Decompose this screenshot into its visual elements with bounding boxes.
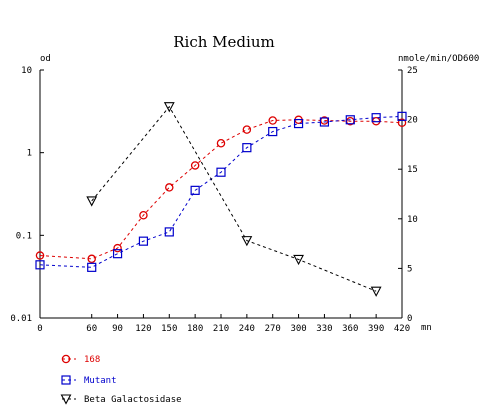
y-right-tick-label: 10 [407, 215, 418, 225]
data-point [86, 196, 98, 207]
series-line [39, 119, 403, 260]
y-right-ticks: 25 20 15 10 5 0 [398, 66, 418, 324]
data-point [87, 262, 97, 272]
legend-marker [61, 354, 71, 364]
legend-item: Mutant [61, 375, 117, 386]
x-tick-label: 90 [112, 324, 123, 334]
data-point [293, 254, 304, 266]
series-mutant [35, 111, 407, 272]
x-tick-label: 240 [239, 324, 255, 334]
x-axis-label: mn [421, 323, 432, 333]
legend-label: Mutant [84, 376, 117, 386]
series-168 [35, 115, 407, 264]
data-point [165, 183, 174, 192]
data-point [293, 118, 304, 129]
data-point [87, 254, 96, 264]
x-tick-label: 390 [368, 324, 384, 334]
x-tick-label: 60 [86, 324, 97, 334]
x-tick-label: 180 [187, 324, 203, 334]
data-point [371, 113, 381, 123]
data-point [242, 143, 252, 153]
y-left-tick-label: 1 [27, 149, 32, 159]
data-point [397, 118, 407, 128]
data-point [345, 115, 355, 125]
legend-marker [60, 394, 72, 405]
y-right-tick-label: 25 [407, 66, 418, 76]
y-right-tick-label: 15 [407, 165, 418, 175]
data-point [268, 126, 278, 137]
data-point [190, 161, 200, 170]
legend-label: 168 [84, 355, 100, 365]
y-right-tick-label: 0 [407, 314, 412, 324]
x-tick-label: 420 [394, 324, 410, 334]
y-left-tick-label: 0.01 [10, 314, 32, 324]
x-ticks: 0 60 90 120 150 180 210 240 270 300 330 360 390 420 [37, 314, 410, 334]
data-point [242, 125, 252, 134]
y-left-axis-label: od [40, 54, 51, 64]
x-tick-label: 150 [161, 324, 177, 334]
x-tick-label: 360 [342, 324, 358, 334]
data-point [319, 117, 330, 127]
x-tick-label: 0 [37, 324, 42, 334]
series-layer [35, 102, 407, 297]
y-left-tick-label: 0.1 [16, 231, 32, 241]
series-line [91, 105, 377, 292]
series-beta-galactosidase [86, 102, 382, 297]
x-tick-label: 330 [316, 324, 332, 334]
data-point [112, 249, 123, 259]
data-point [190, 185, 200, 195]
x-tick-label: 210 [213, 324, 229, 334]
data-point [241, 236, 253, 247]
data-point [268, 116, 277, 125]
data-point [216, 167, 226, 177]
data-point [113, 243, 122, 253]
x-tick-label: 270 [265, 324, 281, 334]
legend-item: 168 [61, 354, 100, 365]
data-point [35, 260, 45, 270]
data-point [216, 138, 226, 148]
y-right-axis-label: nmole/min/OD600 [398, 54, 479, 64]
y-right-tick-label: 5 [407, 264, 412, 274]
chart-title: Rich Medium [173, 33, 274, 51]
legend-marker [61, 375, 71, 385]
y-left-ticks: 10 1 0.1 0.01 [10, 66, 44, 324]
data-point [163, 102, 175, 113]
data-point [164, 227, 174, 237]
y-left-tick-label: 10 [21, 66, 32, 76]
data-point [397, 111, 407, 121]
data-point [138, 236, 149, 246]
legend-label: Beta Galactosidase [84, 395, 182, 405]
x-tick-label: 300 [290, 324, 306, 334]
data-point [370, 286, 382, 297]
data-point [139, 210, 148, 220]
x-tick-label: 120 [135, 324, 151, 334]
legend: 168 Mutant Beta Galactosidase [60, 354, 182, 405]
legend-item: Beta Galactosidase [60, 394, 182, 405]
data-point [35, 251, 45, 260]
plot-frame [39, 70, 403, 319]
y-right-tick-label: 20 [407, 116, 418, 126]
